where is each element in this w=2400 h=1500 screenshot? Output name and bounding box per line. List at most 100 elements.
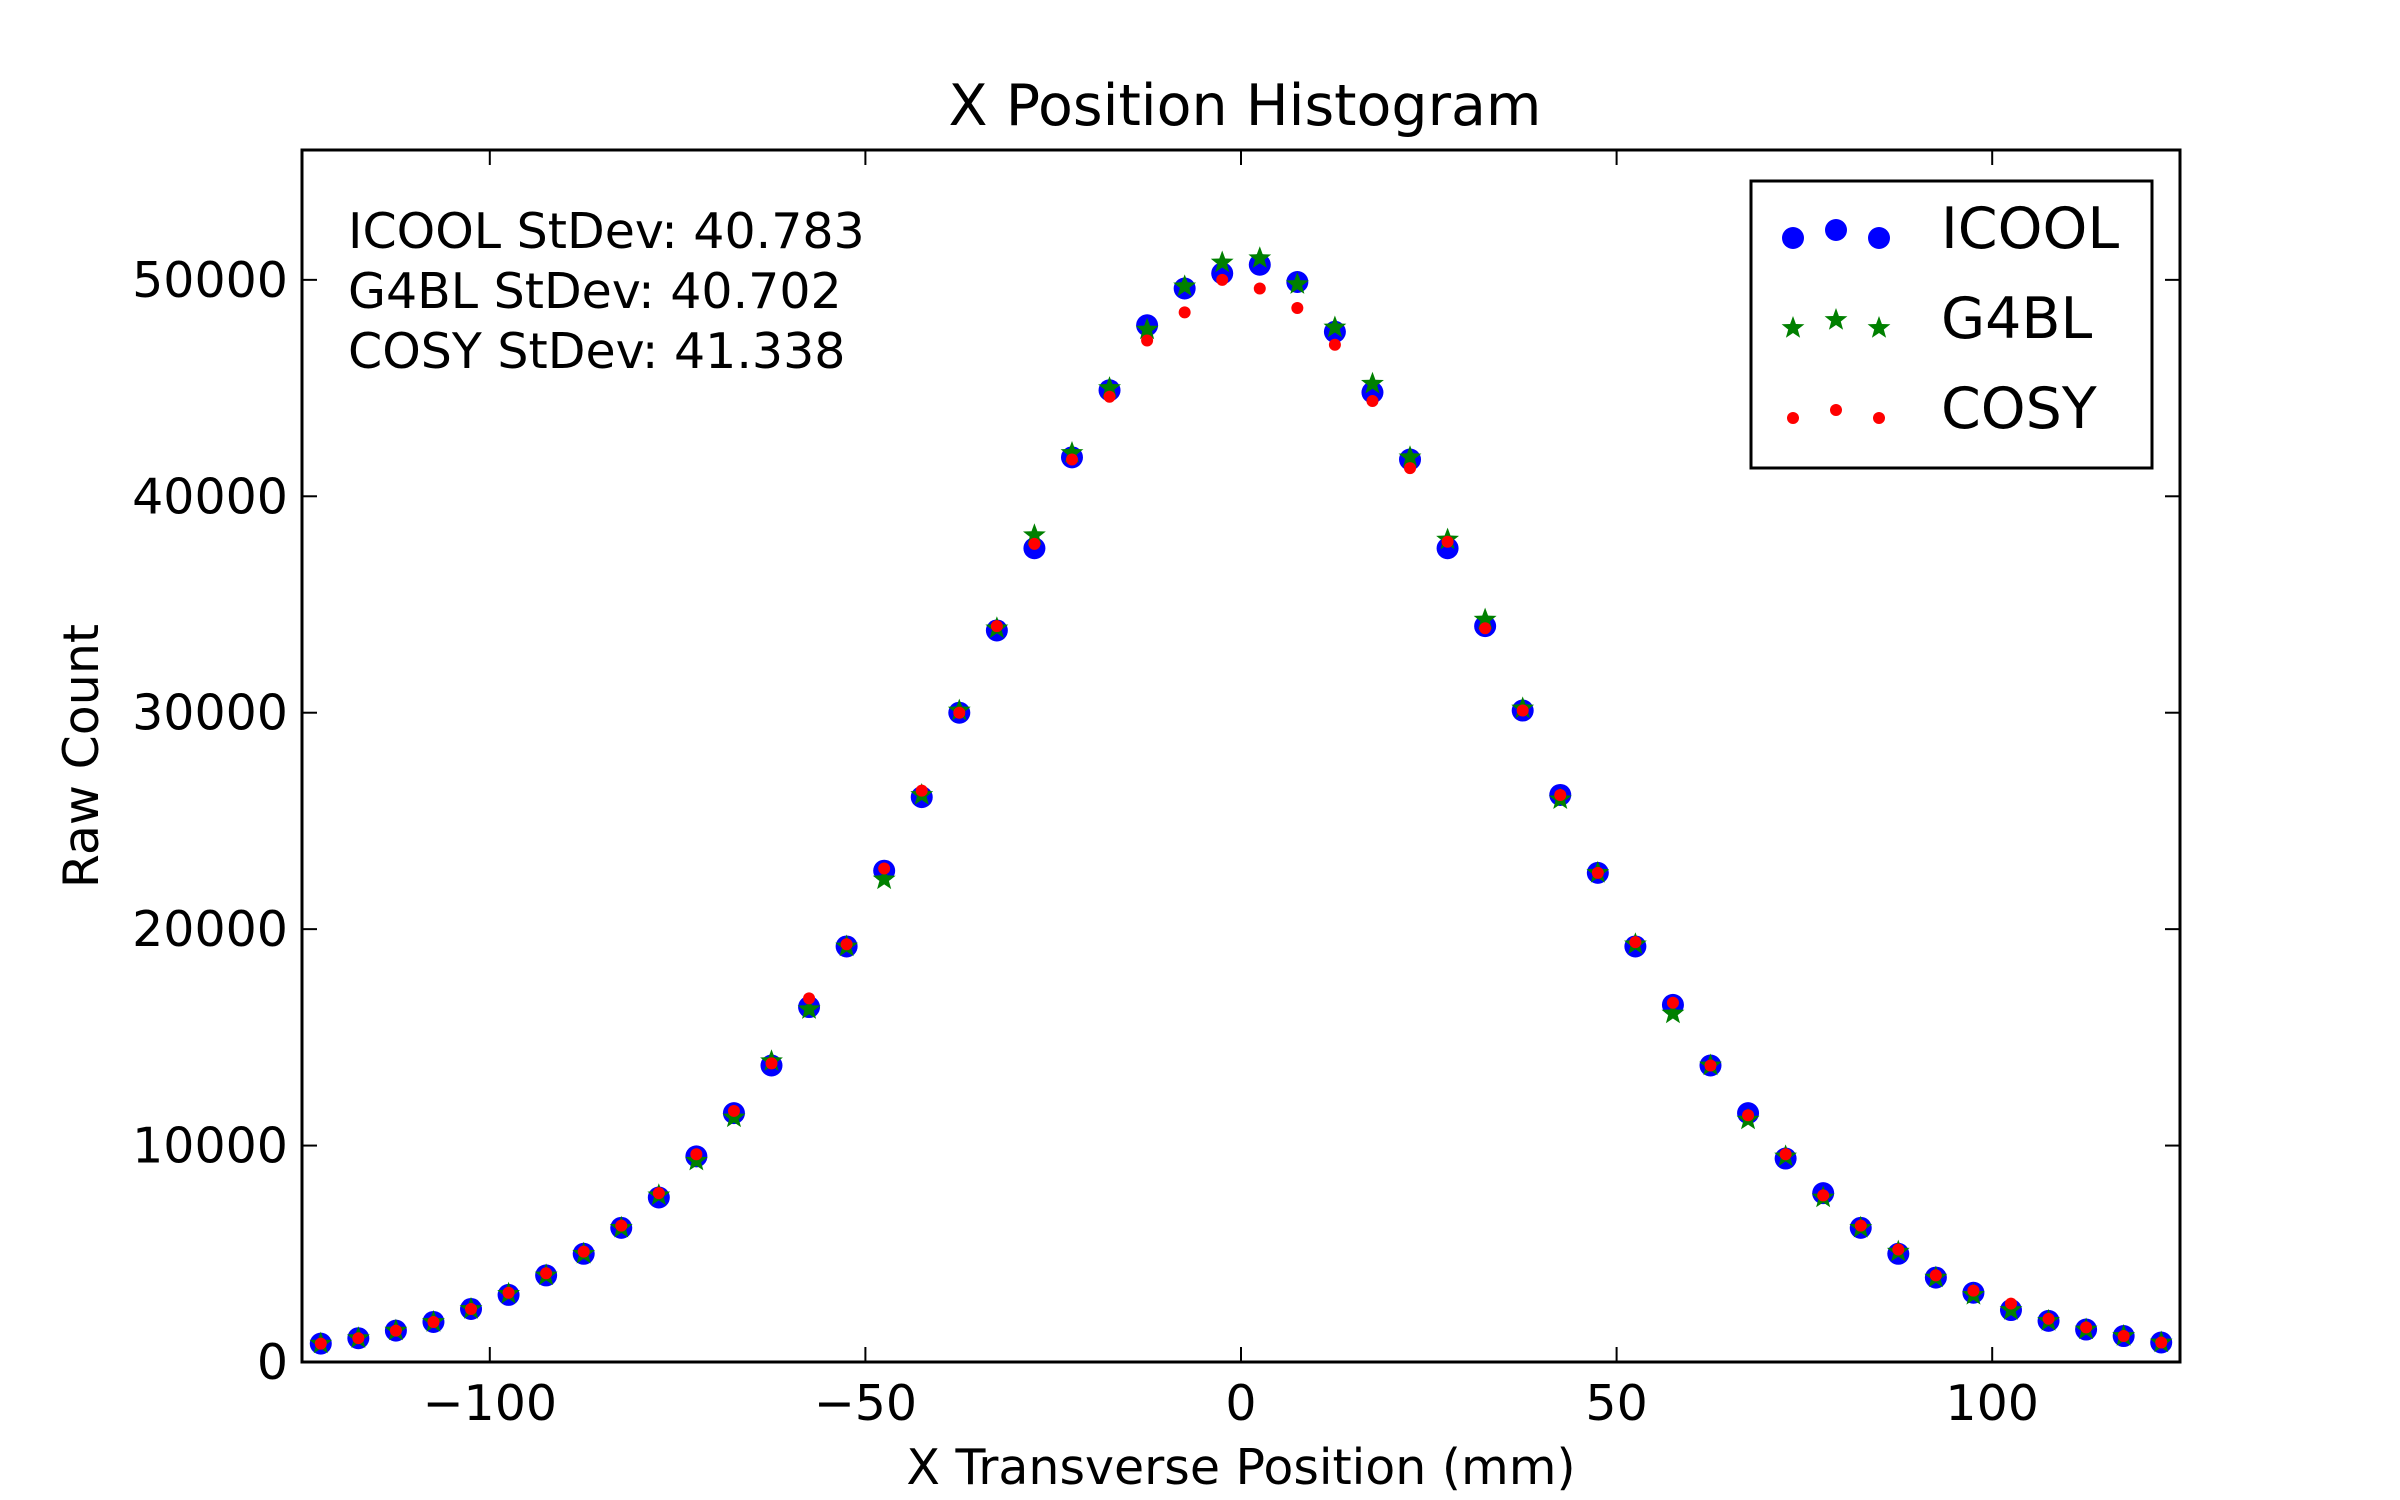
- cosy-point: [803, 992, 816, 1005]
- y-tick-label: 30000: [132, 685, 288, 742]
- x-tick-label: −100: [423, 1375, 558, 1432]
- series-cosy: [314, 273, 2168, 1350]
- cosy-point: [1817, 1189, 1830, 1202]
- g4bl-point: [1098, 376, 1121, 398]
- y-tick-label: 0: [257, 1334, 288, 1391]
- x-axis-label: X Transverse Position (mm): [906, 1439, 1575, 1496]
- cosy-point: [1929, 1269, 1942, 1282]
- cosy-point: [1216, 273, 1229, 286]
- cosy-point: [352, 1332, 365, 1345]
- cosy-point: [1742, 1109, 1755, 1122]
- cosy-point: [1704, 1059, 1717, 1072]
- legend-label-cosy: COSY: [1941, 376, 2097, 442]
- cosy-point: [915, 784, 928, 797]
- cosy-point: [1253, 282, 1266, 295]
- legend-label-icool: ICOOL: [1941, 196, 2119, 262]
- cosy-point: [1779, 1148, 1792, 1161]
- legend-marker-g4bl: [1781, 308, 1891, 338]
- cosy-point: [727, 1104, 740, 1117]
- cosy-point: [427, 1315, 440, 1328]
- y-tick-label: 40000: [132, 468, 288, 525]
- cosy-point: [314, 1337, 327, 1350]
- x-tick-label: 0: [1225, 1375, 1256, 1432]
- axis-tick-labels: −100 −50 0 50 100 0 10000 20000 30000 40000 50000: [132, 252, 2039, 1432]
- data-markers: [309, 246, 2173, 1355]
- g4bl-point: [872, 867, 896, 890]
- legend-marker-icool: [1782, 219, 1890, 249]
- g4bl-point: [1285, 272, 1309, 294]
- icool-point: [1361, 381, 1384, 404]
- stdev-annotation-cosy: COSY StDev: 41.338: [348, 323, 845, 380]
- y-tick-label: 20000: [132, 901, 288, 958]
- cosy-point: [1892, 1243, 1905, 1256]
- cosy-point: [1065, 453, 1078, 466]
- cosy-point: [2004, 1297, 2017, 1310]
- legend-cosy-symbol: [1873, 412, 1885, 424]
- cosy-point: [1629, 936, 1642, 949]
- legend: ICOOL G4BL COSY: [1749, 179, 2154, 470]
- cosy-point: [765, 1057, 778, 1070]
- legend-label-g4bl: G4BL: [1941, 286, 2093, 352]
- cosy-point: [2155, 1336, 2168, 1349]
- chart-title: X Position Histogram: [949, 73, 1542, 139]
- g4bl-point: [1210, 250, 1234, 273]
- legend-icool-symbol: [1868, 227, 1890, 249]
- cosy-point: [953, 706, 966, 719]
- cosy-point: [878, 862, 891, 875]
- cosy-point: [1967, 1284, 1980, 1297]
- legend-cosy-symbol: [1787, 412, 1799, 424]
- g4bl-point: [1060, 441, 1084, 463]
- cosy-point: [1554, 788, 1567, 801]
- legend-icool-symbol: [1825, 219, 1847, 241]
- stdev-annotation-g4bl: G4BL StDev: 40.702: [348, 263, 842, 320]
- cosy-point: [1479, 622, 1492, 635]
- g4bl-point: [1361, 371, 1384, 394]
- y-tick-label: 10000: [132, 1118, 288, 1175]
- legend-g4bl-symbol: [1824, 308, 1848, 330]
- y-tick-label: 50000: [132, 252, 288, 309]
- x-tick-label: −50: [814, 1375, 917, 1432]
- legend-g4bl-symbol: [1867, 316, 1891, 338]
- g4bl-point: [1135, 317, 1159, 340]
- stdev-annotation-icool: ICOOL StDev: 40.783: [348, 203, 865, 260]
- legend-icool-symbol: [1782, 227, 1804, 249]
- cosy-point: [1666, 996, 1679, 1009]
- cosy-point: [1103, 390, 1116, 403]
- g4bl-point: [1173, 274, 1197, 297]
- legend-cosy-symbol: [1830, 404, 1842, 416]
- cosy-point: [1591, 866, 1604, 879]
- g4bl-point: [1398, 445, 1422, 467]
- cosy-point: [990, 620, 1003, 633]
- stdev-annotations: ICOOL StDev: 40.783 G4BL StDev: 40.702 C…: [348, 203, 865, 380]
- x-tick-label: 50: [1585, 1375, 1647, 1432]
- g4bl-point: [1323, 315, 1347, 338]
- cosy-point: [1291, 301, 1304, 314]
- g4bl-point: [1661, 1001, 1685, 1024]
- cosy-point: [540, 1267, 553, 1280]
- legend-frame: [1749, 179, 2154, 470]
- cosy-point: [1366, 395, 1379, 408]
- cosy-point: [1441, 535, 1454, 548]
- cosy-point: [615, 1219, 628, 1232]
- cosy-point: [1854, 1219, 1867, 1232]
- legend-g4bl-symbol: [1781, 316, 1805, 338]
- cosy-point: [1516, 704, 1529, 717]
- cosy-point: [577, 1245, 590, 1258]
- plot-frame: [300, 148, 2182, 1364]
- cosy-point: [389, 1324, 402, 1337]
- legend-markers: [1781, 219, 1891, 424]
- cosy-point: [2042, 1312, 2055, 1325]
- g4bl-point: [1023, 523, 1046, 545]
- cosy-point: [690, 1148, 703, 1161]
- g4bl-point: [1248, 246, 1272, 268]
- cosy-point: [1028, 537, 1041, 550]
- x-tick-label: 100: [1945, 1375, 2039, 1432]
- cosy-point: [840, 938, 853, 951]
- cosy-point: [1328, 338, 1341, 351]
- cosy-point: [465, 1302, 478, 1315]
- g4bl-point: [797, 997, 821, 1019]
- legend-marker-cosy: [1787, 404, 1885, 424]
- cosy-point: [1404, 462, 1417, 475]
- cosy-point: [1178, 306, 1191, 319]
